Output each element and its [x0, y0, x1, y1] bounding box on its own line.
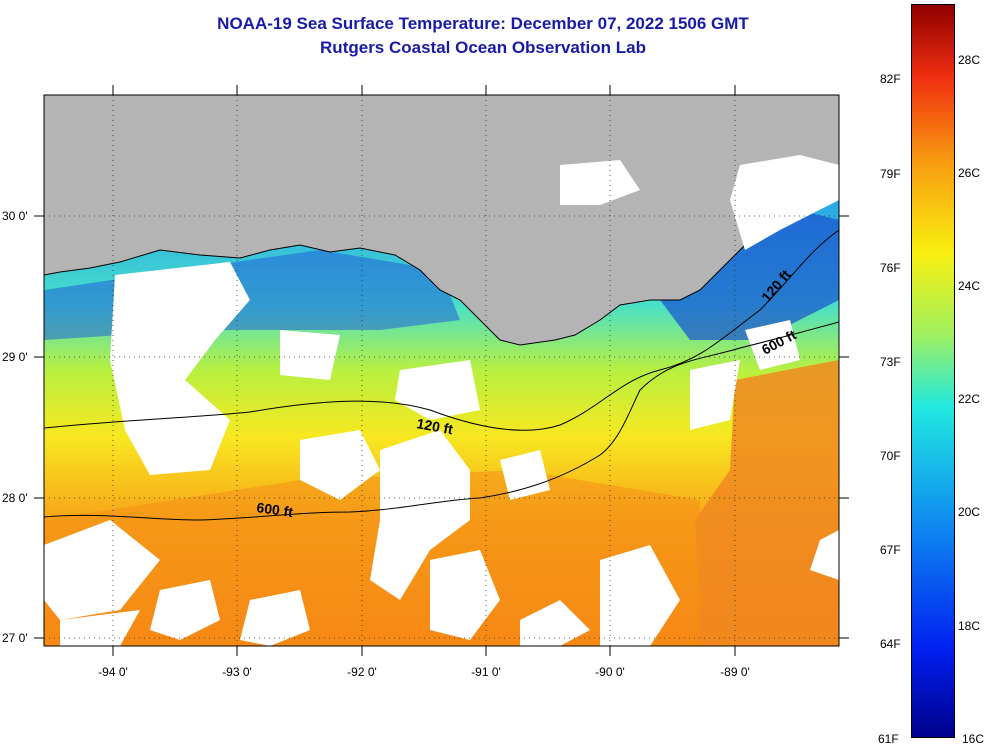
axis-ticks [34, 85, 849, 656]
cloud-cover [44, 155, 839, 646]
lat-label: 29 0' [2, 350, 28, 364]
lon-label: -89 0' [720, 665, 750, 679]
scale-label-f: 64F [880, 637, 901, 651]
scale-label-f: 76F [880, 261, 901, 275]
scale-label-f: 73F [880, 355, 901, 369]
scale-label-f: 67F [880, 543, 901, 557]
lat-label: 28 0' [2, 491, 28, 505]
scale-label-f: 79F [880, 167, 901, 181]
lon-label: -93 0' [222, 665, 252, 679]
scale-label-c: 22C [958, 392, 981, 406]
lon-label: -91 0' [471, 665, 501, 679]
scale-label-c: 24C [958, 279, 981, 293]
lon-label: -94 0' [98, 665, 128, 679]
scale-label-c: 16C [962, 732, 985, 746]
lat-label: 27 0' [2, 631, 28, 645]
land [44, 95, 839, 346]
warm-region-east [695, 360, 839, 646]
color-scale-bar [911, 4, 955, 738]
scale-label-f: 82F [880, 72, 901, 86]
scale-label-f: 70F [880, 449, 901, 463]
lat-label: 30 0' [2, 209, 28, 223]
contour-120ft [44, 229, 839, 431]
scale-label-c: 28C [958, 53, 981, 67]
contour-label: 120 ft [415, 415, 454, 437]
scale-label-c: 18C [958, 619, 981, 633]
scale-label-f: 61F [878, 732, 899, 746]
lon-label: -92 0' [347, 665, 377, 679]
graticule [44, 95, 839, 646]
contour-600ft [44, 321, 839, 521]
map-title: NOAA-19 Sea Surface Temperature: Decembe… [217, 14, 749, 33]
scale-label-c: 26C [958, 166, 981, 180]
contour-label: 600 ft [256, 499, 295, 520]
map-subtitle: Rutgers Coastal Ocean Observation Lab [320, 38, 646, 57]
map-frame [43, 94, 840, 647]
scale-label-c: 20C [958, 505, 981, 519]
lon-label: -90 0' [595, 665, 625, 679]
